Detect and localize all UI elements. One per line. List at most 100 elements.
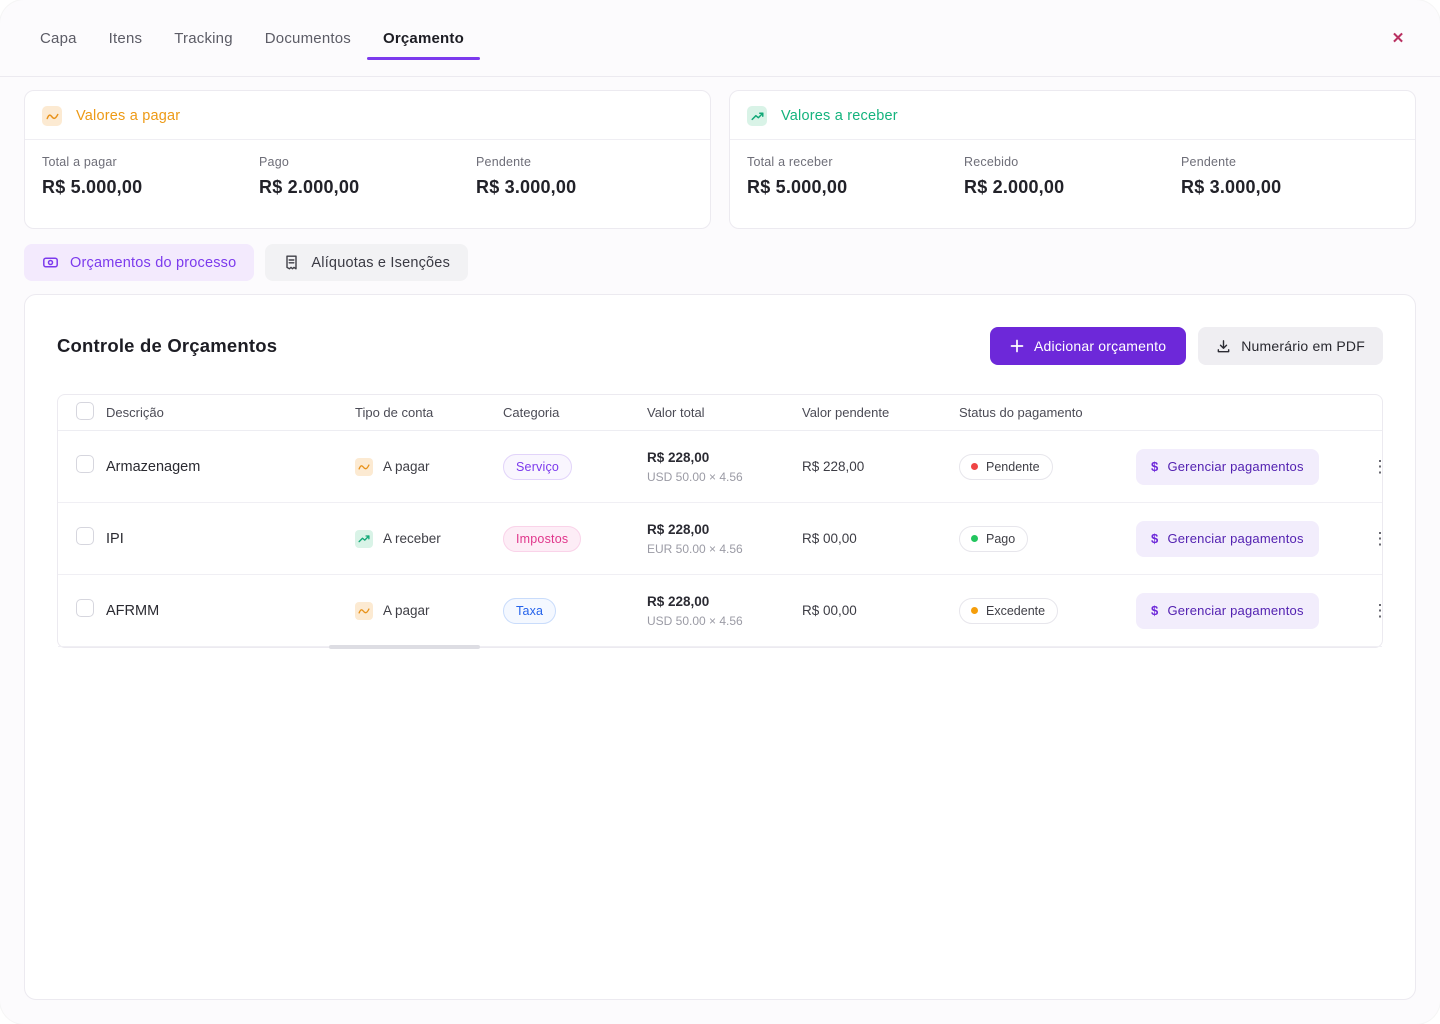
- total-value-cell: R$ 228,00 EUR 50.00 × 4.56: [647, 522, 802, 556]
- tab-tracking[interactable]: Tracking: [174, 29, 233, 47]
- stat-value: R$ 3.000,00: [476, 177, 577, 197]
- status-badge: Pago: [959, 525, 1029, 552]
- row-menu-icon[interactable]: ⋮: [1365, 452, 1395, 482]
- stat-value: R$ 2.000,00: [964, 177, 1065, 197]
- panel-header: Controle de Orçamentos Adicionar orçamen…: [57, 327, 1383, 365]
- status-badge: Pendente: [959, 453, 1053, 480]
- pdf-export-button[interactable]: Numerário em PDF: [1198, 327, 1383, 365]
- budget-control-panel: Controle de Orçamentos Adicionar orçamen…: [24, 294, 1416, 1000]
- category-badge: Serviço: [503, 453, 573, 480]
- category-badge: Impostos: [503, 525, 582, 552]
- account-type-cell: A pagar: [355, 457, 503, 476]
- page-title: Controle de Orçamentos: [57, 335, 278, 356]
- total-value-cell: R$ 228,00 USD 50.00 × 4.56: [647, 594, 802, 628]
- download-icon: [1216, 339, 1231, 354]
- account-type-cell: A pagar: [355, 601, 503, 620]
- summary-cards-row: Valores a pagar Total a pagar R$ 5.000,0…: [0, 77, 1440, 229]
- column-header-valor-total: Valor total: [647, 405, 705, 420]
- select-all-checkbox[interactable]: [76, 402, 94, 420]
- pending-value: R$ 00,00: [802, 531, 857, 546]
- stat-value: R$ 5.000,00: [747, 177, 848, 197]
- add-budget-button[interactable]: Adicionar orçamento: [990, 327, 1187, 365]
- receivable-card-stats: Total a receber R$ 5.000,00 Recebido R$ …: [730, 140, 1415, 213]
- wave-down-icon: [42, 106, 62, 126]
- stat-total-a-pagar: Total a pagar R$ 5.000,00: [42, 155, 259, 198]
- payable-card-header: Valores a pagar: [25, 91, 710, 140]
- account-type-label: A receber: [383, 531, 441, 546]
- view-tab-aliquotas-e-isencoes[interactable]: Alíquotas e Isenções: [265, 244, 469, 281]
- tab-itens[interactable]: Itens: [108, 29, 143, 47]
- receipt-icon: [283, 254, 300, 271]
- table-row: AFRMM A pagar Taxa R$ 228,00 USD 50.00 ×…: [58, 575, 1389, 647]
- dollar-icon: $: [1151, 603, 1159, 618]
- column-header-categoria: Categoria: [503, 405, 560, 420]
- payable-card-stats: Total a pagar R$ 5.000,00 Pago R$ 2.000,…: [25, 140, 710, 213]
- total-fx-detail: USD 50.00 × 4.56: [647, 469, 743, 484]
- banknote-icon: [42, 254, 59, 271]
- account-type-icon: [355, 457, 373, 476]
- stat-value: R$ 5.000,00: [42, 177, 143, 197]
- total-brl: R$ 228,00: [647, 521, 710, 537]
- stat-total-a-receber: Total a receber R$ 5.000,00: [747, 155, 964, 198]
- manage-payments-button[interactable]: $ Gerenciar pagamentos: [1136, 448, 1319, 485]
- total-fx-detail: EUR 50.00 × 4.56: [647, 541, 743, 556]
- status-badge: Excedente: [959, 597, 1059, 624]
- payable-card-title: Valores a pagar: [76, 108, 181, 124]
- pending-value: R$ 228,00: [802, 459, 865, 474]
- status-dot: [971, 607, 978, 614]
- budgets-table: Descrição Tipo de conta Categoria Valor …: [57, 394, 1389, 649]
- row-menu-icon[interactable]: ⋮: [1365, 596, 1395, 626]
- payable-summary-card: Valores a pagar Total a pagar R$ 5.000,0…: [24, 90, 711, 229]
- table-row: IPI A receber Impostos R$ 228,00 EUR 50.…: [58, 503, 1389, 575]
- pending-value: R$ 00,00: [802, 603, 857, 618]
- view-tab-orcamentos-do-processo[interactable]: Orçamentos do processo: [24, 244, 255, 281]
- row-checkbox[interactable]: [76, 527, 94, 545]
- column-header-descricao: Descrição: [106, 405, 164, 420]
- stat-pago: Pago R$ 2.000,00: [259, 155, 476, 198]
- manage-payments-button[interactable]: $ Gerenciar pagamentos: [1136, 592, 1319, 629]
- table-row: Armazenagem A pagar Serviço R$ 228,00 US…: [58, 431, 1389, 503]
- account-type-cell: A receber: [355, 529, 503, 548]
- status-label: Pago: [986, 531, 1016, 546]
- total-brl: R$ 228,00: [647, 449, 710, 465]
- total-value-cell: R$ 228,00 USD 50.00 × 4.56: [647, 450, 802, 484]
- row-checkbox[interactable]: [76, 599, 94, 617]
- manage-payments-label: Gerenciar pagamentos: [1167, 531, 1304, 546]
- manage-payments-label: Gerenciar pagamentos: [1167, 459, 1304, 474]
- row-checkbox[interactable]: [76, 455, 94, 473]
- stat-label: Pendente: [1181, 155, 1237, 169]
- stat-pendente-receber: Pendente R$ 3.000,00: [1181, 155, 1398, 198]
- category-badge: Taxa: [503, 597, 557, 624]
- view-tab-label: Orçamentos do processo: [70, 254, 237, 271]
- dollar-icon: $: [1151, 459, 1159, 474]
- column-header-status-do-pagamento: Status do pagamento: [959, 405, 1083, 420]
- tab-orcamento[interactable]: Orçamento: [366, 0, 480, 76]
- row-description: IPI: [106, 530, 124, 547]
- manage-payments-label: Gerenciar pagamentos: [1167, 603, 1304, 618]
- view-tab-label: Alíquotas e Isenções: [311, 254, 451, 271]
- stat-label: Pago: [259, 155, 289, 169]
- add-budget-label: Adicionar orçamento: [1034, 338, 1167, 354]
- row-menu-icon[interactable]: ⋮: [1365, 524, 1395, 554]
- stat-label: Recebido: [964, 155, 1019, 169]
- tab-documentos[interactable]: Documentos: [264, 29, 351, 47]
- manage-payments-button[interactable]: $ Gerenciar pagamentos: [1136, 520, 1319, 557]
- column-header-tipo-de-conta: Tipo de conta: [355, 405, 434, 420]
- panel-actions: Adicionar orçamento Numerário em PDF: [990, 327, 1383, 365]
- row-description: AFRMM: [106, 602, 160, 619]
- view-toggle: Orçamentos do processo Alíquotas e Isenç…: [0, 229, 1440, 281]
- row-description: Armazenagem: [106, 458, 201, 475]
- close-icon[interactable]: ✕: [1384, 24, 1412, 52]
- status-dot: [971, 535, 978, 542]
- account-type-icon: [355, 601, 373, 620]
- account-type-label: A pagar: [383, 459, 430, 474]
- pdf-export-label: Numerário em PDF: [1241, 338, 1365, 354]
- stat-recebido: Recebido R$ 2.000,00: [964, 155, 1181, 198]
- stat-value: R$ 3.000,00: [1181, 177, 1282, 197]
- receivable-summary-card: Valores a receber Total a receber R$ 5.0…: [729, 90, 1416, 229]
- table-header-row: Descrição Tipo de conta Categoria Valor …: [58, 395, 1382, 431]
- total-fx-detail: USD 50.00 × 4.56: [647, 613, 743, 628]
- tab-capa[interactable]: Capa: [40, 29, 77, 47]
- horizontal-scrollbar-thumb[interactable]: [329, 645, 480, 649]
- column-header-valor-pendente: Valor pendente: [802, 405, 890, 420]
